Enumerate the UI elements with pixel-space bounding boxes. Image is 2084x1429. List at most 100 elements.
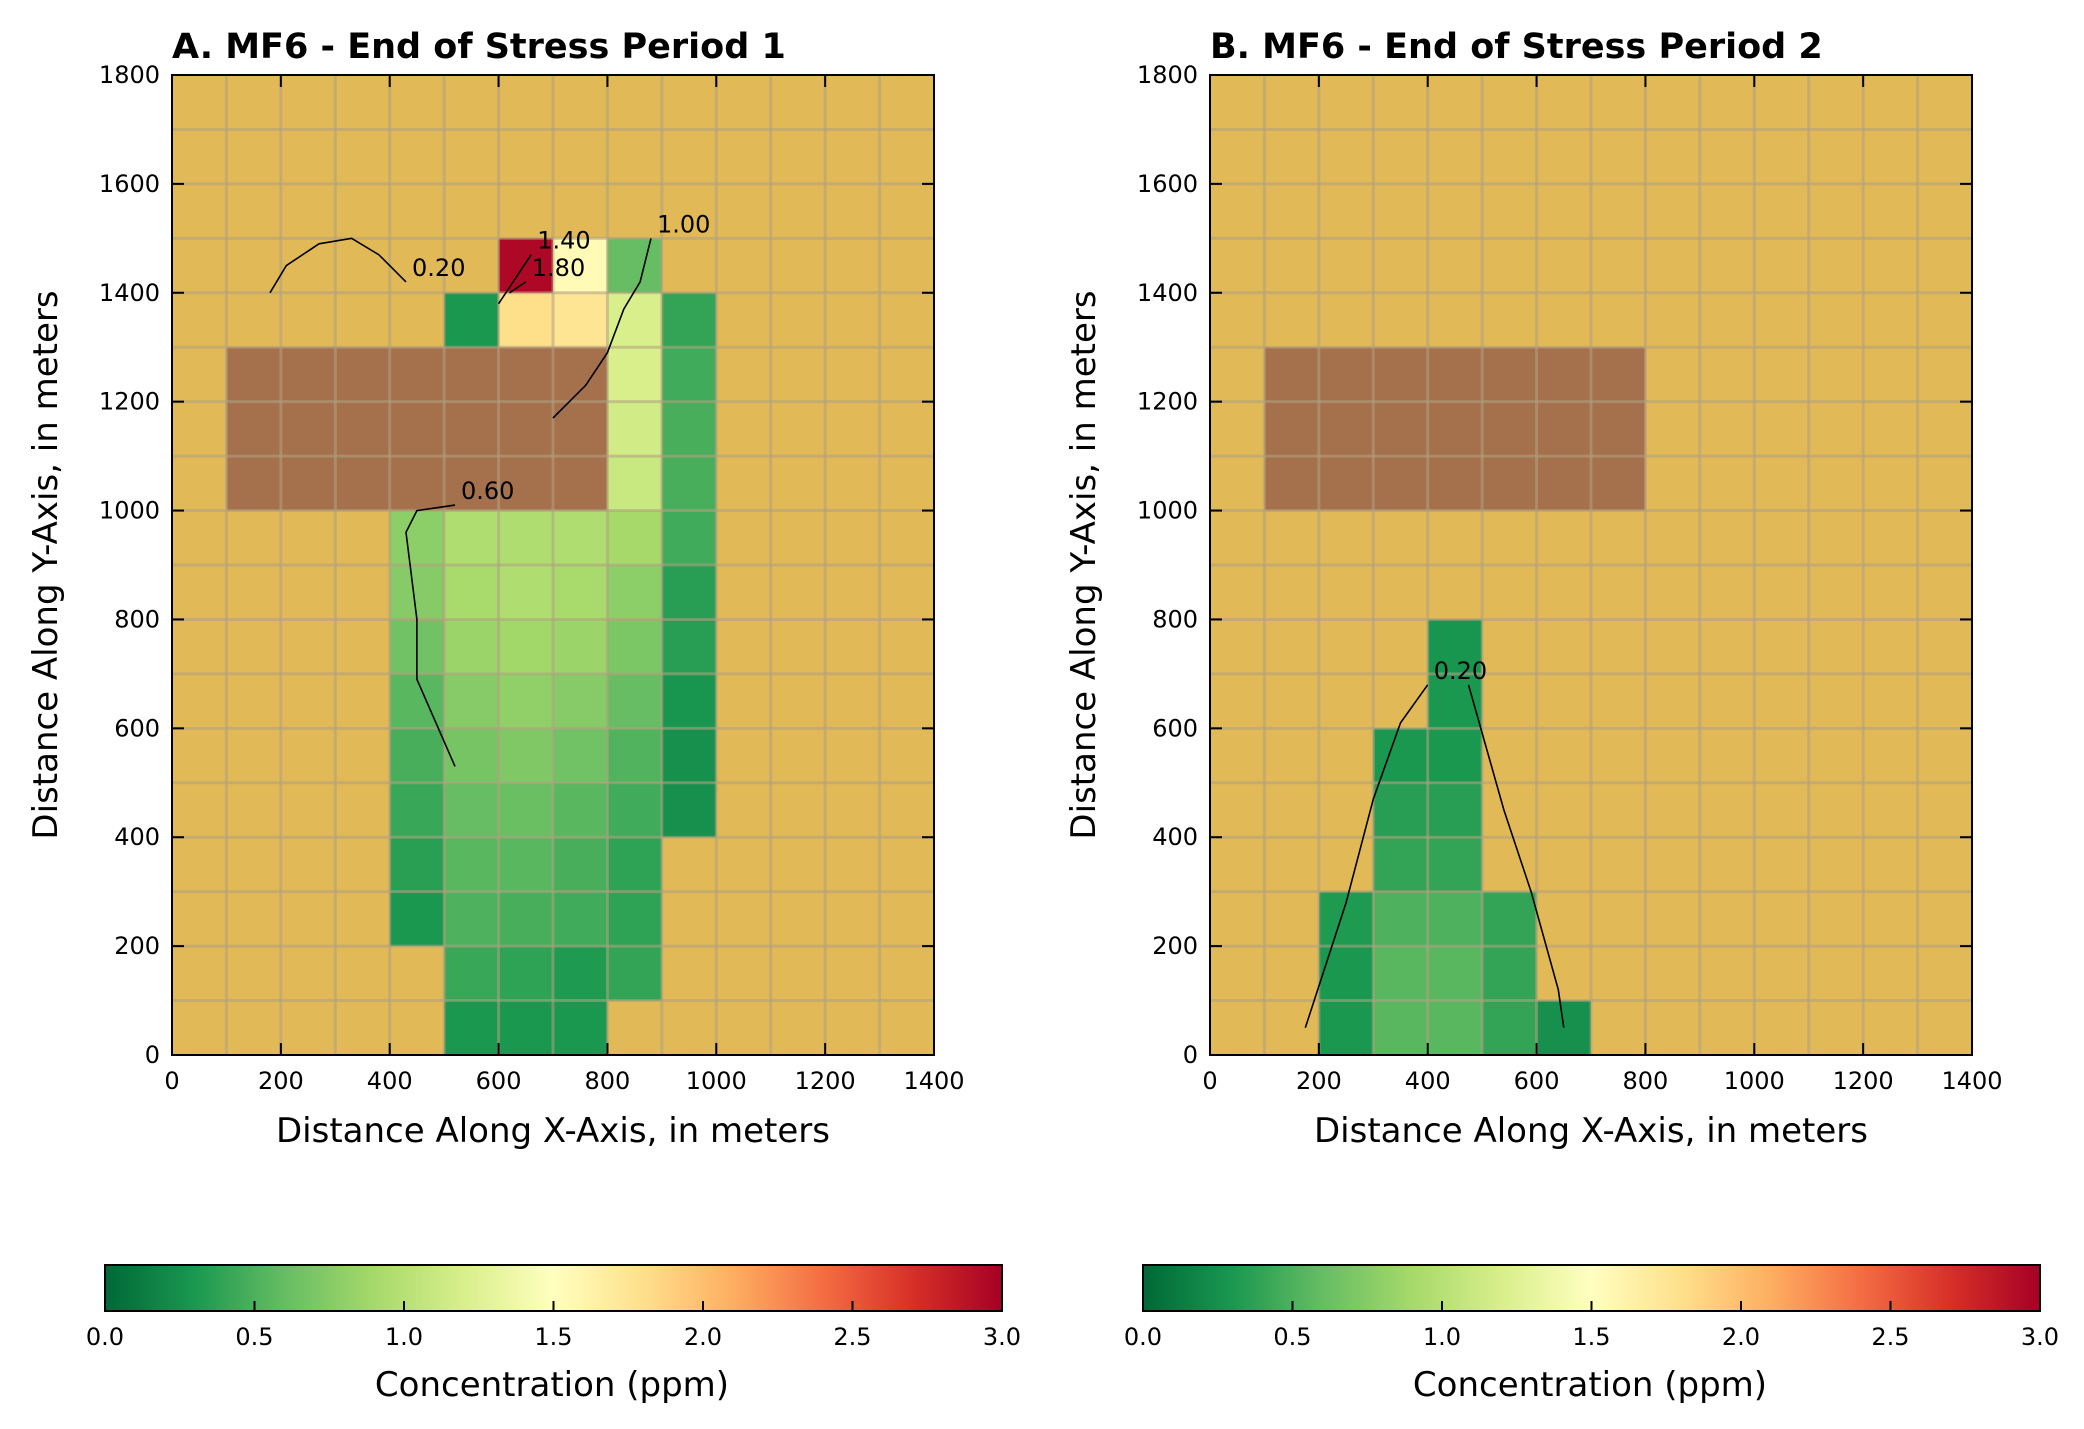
heatmap-cell	[444, 946, 499, 1001]
heatmap-cell	[1318, 1000, 1374, 1055]
x-tick-label: 400	[367, 1067, 413, 1095]
heatmap-cell	[661, 565, 717, 620]
heatmap-cell	[1427, 946, 1483, 1001]
panel-a-plot: 0.20 0.60 1.00 1.401.80 0 200 400 600 800 1000 120…	[99, 61, 965, 1095]
heatmap-cell	[607, 401, 662, 457]
heatmap-cell	[1427, 891, 1483, 947]
heatmap-cell	[444, 782, 499, 838]
heatmap-cell	[607, 619, 662, 674]
contour-line	[1304, 684, 1429, 1029]
x-tick-label: 1000	[1724, 1067, 1785, 1095]
heatmap-cell	[607, 837, 662, 892]
colorbar-b-label: Concentration (ppm)	[1413, 1365, 1767, 1405]
x-tick-label: 1400	[1941, 1067, 2002, 1095]
contour-line	[497, 254, 532, 305]
colorbar-tick-label: 2.0	[1722, 1323, 1760, 1351]
y-tick-label: 1400	[99, 279, 160, 307]
heatmap-cell	[498, 1000, 553, 1055]
heatmap-cell	[607, 946, 662, 1001]
heatmap-cell	[607, 673, 662, 729]
heatmap-cell	[553, 565, 608, 620]
y-tick-label: 1200	[1137, 388, 1198, 416]
x-tick-label: 200	[258, 1067, 304, 1095]
colorbar-a: Concentration (ppm) 0.0 0.5 1.0 1.5 2.0 2.5 3.…	[86, 1264, 1021, 1405]
heatmap-cell	[1427, 837, 1483, 892]
heatmap-cell	[444, 837, 499, 892]
heatmap-cell	[553, 782, 608, 838]
panel-b-ylabel: Distance Along Y-Axis, in meters	[1064, 290, 1104, 839]
x-tick-label: 1000	[686, 1067, 747, 1095]
heatmap-cell	[389, 782, 445, 838]
heatmap-cell	[661, 456, 717, 511]
heatmap-cell	[607, 728, 662, 783]
heatmap-cell	[389, 673, 445, 729]
x-tick-label: 1400	[903, 1067, 964, 1095]
panel-a: A. MF6 - End of Stress Period 1 0.20 0.60…	[26, 27, 965, 1151]
heatmap-cell	[498, 728, 553, 783]
heatmap-cell	[553, 891, 608, 947]
heatmap-cell	[607, 782, 662, 838]
heatmap-cell	[661, 782, 717, 838]
contour-line	[269, 237, 407, 294]
contour-label: 0.20	[412, 254, 465, 282]
heatmap-cell	[661, 619, 717, 674]
panel-b: B. MF6 - End of Stress Period 2 0.20 0 200…	[1064, 27, 2003, 1151]
inactive-region	[1264, 347, 1646, 511]
colorbar-tick-label: 2.0	[684, 1323, 722, 1351]
heatmap-cell	[389, 728, 445, 783]
x-tick-label: 800	[585, 1067, 631, 1095]
heatmap-cell	[607, 238, 662, 293]
x-tick-label: 800	[1623, 1067, 1669, 1095]
colorbar-tick-label: 1.0	[385, 1323, 423, 1351]
panel-b-title: B. MF6 - End of Stress Period 2	[1210, 27, 1823, 67]
y-tick-label: 800	[114, 605, 160, 633]
heatmap-cell	[498, 673, 553, 729]
x-tick-label: 400	[1405, 1067, 1451, 1095]
heatmap-cell	[661, 347, 717, 402]
heatmap-cell	[661, 292, 717, 348]
heatmap-cell	[444, 292, 499, 348]
heatmap-cell	[389, 510, 445, 565]
heatmap-cell	[553, 673, 608, 729]
heatmap-cell	[607, 347, 662, 402]
heatmap-cell	[444, 673, 499, 729]
y-tick-label: 1600	[1137, 170, 1198, 198]
panel-a-xlabel: Distance Along X-Axis, in meters	[276, 1111, 830, 1151]
contour-line	[552, 238, 652, 419]
colorbar-tick-label: 1.5	[534, 1323, 572, 1351]
x-tick-label: 200	[1296, 1067, 1342, 1095]
colorbar-tick-label: 2.5	[833, 1323, 871, 1351]
x-tick-label: 1200	[1833, 1067, 1894, 1095]
y-tick-label: 600	[1152, 714, 1198, 742]
x-tick-label: 600	[1514, 1067, 1560, 1095]
heatmap-cell	[553, 510, 608, 565]
heatmap-cell	[498, 946, 553, 1001]
colorbar-tick-label: 0.5	[235, 1323, 273, 1351]
y-tick-label: 200	[114, 932, 160, 960]
heatmap-cell	[607, 565, 662, 620]
heatmap-cell	[498, 292, 553, 348]
y-tick-label: 1600	[99, 170, 160, 198]
colorbar-tick-label: 1.5	[1572, 1323, 1610, 1351]
y-tick-label: 400	[114, 823, 160, 851]
contour-line	[1467, 684, 1565, 1028]
heatmap-cell	[553, 1000, 608, 1055]
heatmap-cell	[661, 401, 717, 457]
colorbar-tick-label: 2.5	[1871, 1323, 1909, 1351]
heatmap-cell	[498, 510, 553, 565]
heatmap-cell	[1427, 1000, 1483, 1055]
heatmap-cell	[498, 891, 553, 947]
heatmap-cell	[1482, 891, 1537, 947]
colorbar-tick-label: 0.0	[1124, 1323, 1162, 1351]
heatmap-cell	[389, 891, 445, 947]
colorbar-tick-label: 1.0	[1423, 1323, 1461, 1351]
panel-a-title: A. MF6 - End of Stress Period 1	[172, 27, 786, 67]
heatmap-cell	[498, 619, 553, 674]
inactive-region	[226, 347, 608, 511]
heatmap-cell	[553, 946, 608, 1001]
heatmap-cell	[1427, 728, 1483, 783]
colorbar-b: Concentration (ppm) 0.0 0.5 1.0 1.5 2.0 2.5 3.…	[1124, 1264, 2059, 1405]
heatmap-cell	[498, 782, 553, 838]
heatmap-cell	[607, 891, 662, 947]
